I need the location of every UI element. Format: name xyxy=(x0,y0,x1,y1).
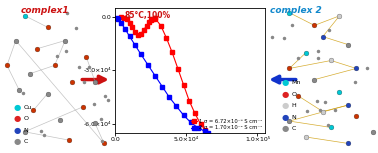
Text: ●: ● xyxy=(13,103,20,112)
Text: complex1: complex1 xyxy=(21,6,70,15)
Text: N: N xyxy=(292,115,297,119)
Text: C: C xyxy=(292,126,296,131)
Text: Cu: Cu xyxy=(23,105,32,110)
Text: ●: ● xyxy=(282,78,289,87)
Text: ●: ● xyxy=(282,124,289,133)
Text: O: O xyxy=(23,116,28,121)
Text: ●: ● xyxy=(282,113,289,121)
Legend: 1 σ = 6.72×10⁻⁵ S cm⁻¹, 2 σ = 1.70×10⁻⁴ S cm⁻¹: 1 σ = 6.72×10⁻⁵ S cm⁻¹, 2 σ = 1.70×10⁻⁴ … xyxy=(191,119,262,131)
Text: O: O xyxy=(292,92,297,97)
Text: C: C xyxy=(23,139,28,144)
Text: H: H xyxy=(292,103,297,108)
Text: Mn: Mn xyxy=(292,80,301,85)
Text: ●: ● xyxy=(282,90,289,99)
Text: ●: ● xyxy=(13,137,20,146)
Text: ●: ● xyxy=(282,101,289,110)
Text: N: N xyxy=(23,128,28,132)
Text: 85°C,100%: 85°C,100% xyxy=(124,11,170,20)
Text: complex 2: complex 2 xyxy=(270,6,322,15)
Text: ●: ● xyxy=(13,126,20,134)
Text: ●: ● xyxy=(13,114,20,123)
